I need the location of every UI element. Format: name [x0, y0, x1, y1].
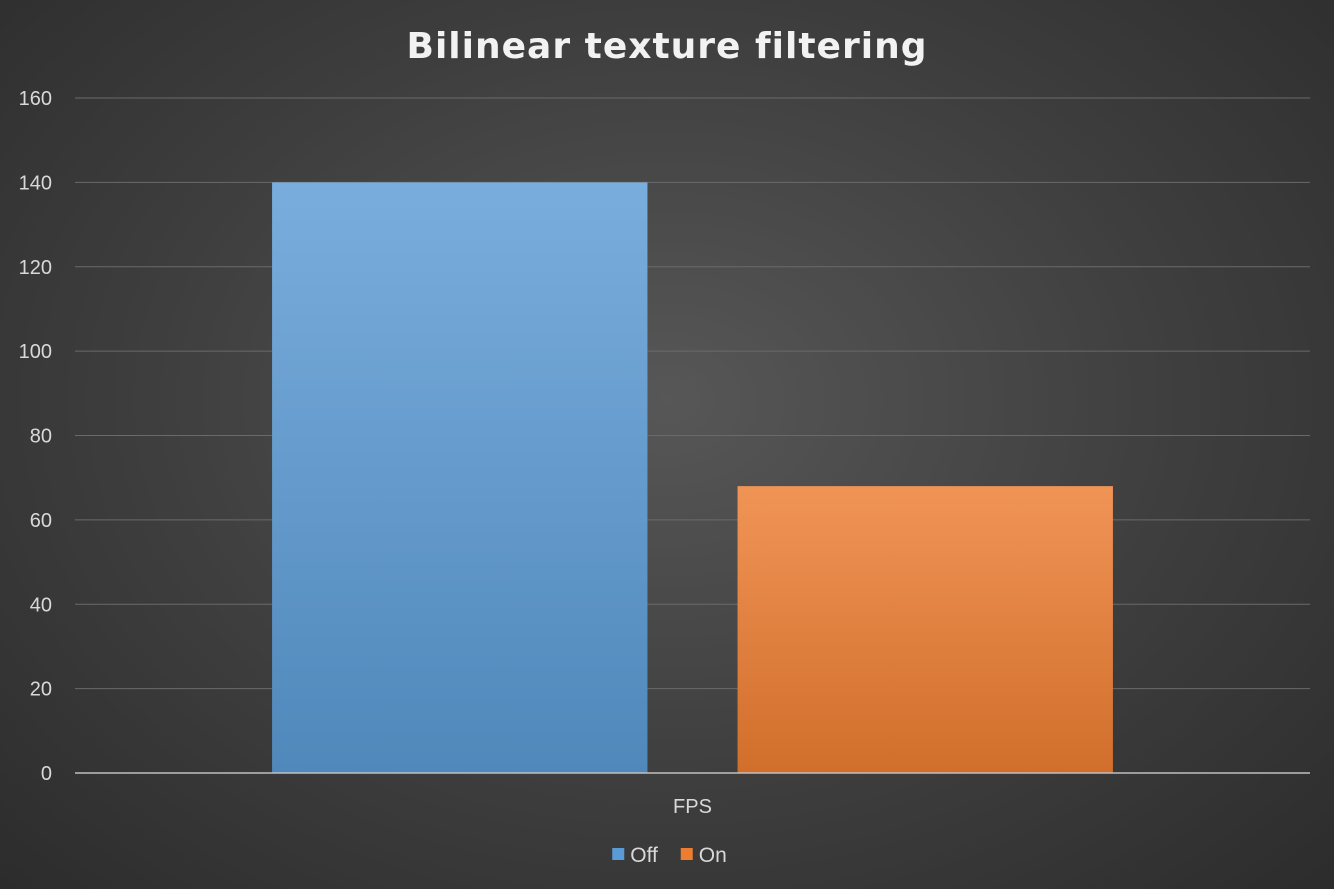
x-category-label: FPS — [673, 796, 712, 818]
y-tick-label: 140 — [19, 172, 52, 194]
x-axis-categories: FPS — [673, 796, 712, 818]
y-tick-label: 80 — [30, 426, 52, 448]
legend-swatch-off — [612, 848, 625, 860]
bar-off — [272, 182, 648, 773]
gridlines — [75, 97, 1310, 690]
y-axis-ticks: 0 20 40 60 80 100 120 140 160 — [19, 88, 52, 785]
y-tick-label: 160 — [19, 88, 52, 110]
legend-swatch-on — [680, 848, 693, 860]
bar-on — [737, 486, 1113, 773]
y-tick-label: 0 — [41, 763, 52, 785]
y-tick-label: 40 — [30, 594, 52, 616]
legend-label-on: On — [699, 844, 727, 867]
bars — [272, 182, 1113, 773]
legend-label-off: Off — [630, 844, 658, 867]
y-tick-label: 120 — [19, 257, 52, 279]
y-tick-label: 20 — [30, 679, 52, 701]
legend: Off On — [612, 844, 727, 867]
chart-title: Bilinear texture filtering — [407, 26, 928, 67]
y-tick-label: 60 — [30, 510, 52, 532]
y-tick-label: 100 — [19, 341, 52, 363]
